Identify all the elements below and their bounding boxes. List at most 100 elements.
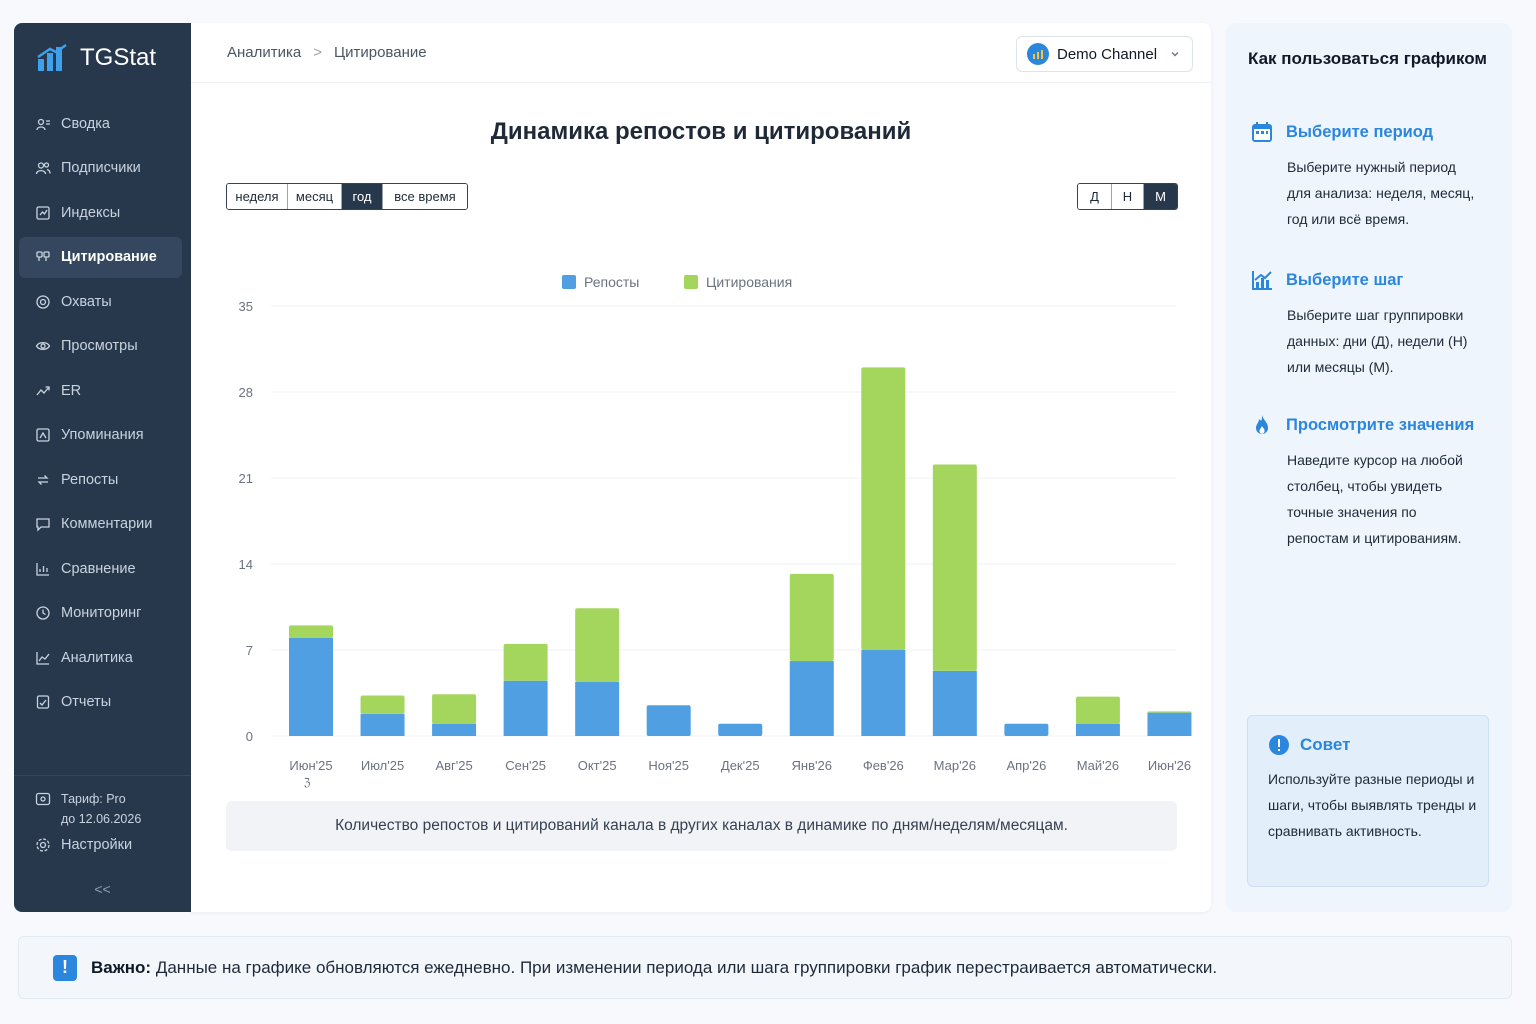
help-step-text: Выберите нужный период для анализа: неде…	[1287, 159, 1475, 227]
analytics-icon	[36, 651, 50, 665]
sidebar-item-label: Мониторинг	[61, 605, 142, 621]
x-tick-extra-mark: ℨ	[303, 776, 311, 788]
channel-avatar	[1027, 43, 1049, 65]
bar-reposts[interactable]	[718, 723, 763, 736]
breadcrumb-citation: Цитирование	[334, 44, 427, 61]
x-tick-label: Окт'25	[578, 758, 617, 773]
sidebar-item-label: Сводка	[61, 115, 110, 132]
sidebar-item-reach[interactable]: Охваты	[19, 281, 182, 322]
y-tick-label: 21	[239, 471, 253, 486]
x-tick-label: Мар'26	[934, 758, 976, 773]
help-step-values: Просмотрите значения Наведите курсор на …	[1250, 413, 1500, 551]
citation-icon	[36, 251, 50, 261]
bar-reposts[interactable]	[1004, 723, 1049, 736]
tip-text: Используйте разные периоды и шаги, чтобы…	[1268, 771, 1477, 839]
breadcrumb-separator: >	[313, 44, 323, 61]
sidebar-item-mentions[interactable]: Упоминания	[19, 415, 182, 456]
sidebar-item-subscribers[interactable]: Подписчики	[19, 148, 182, 189]
sidebar-item-label: Охваты	[61, 293, 112, 310]
tip-box: Совет Используйте разные периоды и шаги,…	[1247, 715, 1489, 887]
settings-label: Настройки	[61, 837, 133, 853]
period-selector: неделя месяц год все время	[226, 183, 468, 210]
bar-citations[interactable]	[432, 694, 477, 724]
calendar-icon	[1252, 122, 1272, 142]
step-option[interactable]: Д	[1078, 184, 1112, 209]
bar-reposts[interactable]	[432, 723, 477, 736]
sidebar-item-label: Цитирование	[61, 249, 157, 265]
sidebar-item-analytics[interactable]: Аналитика	[19, 637, 182, 678]
sidebar-item-comparison[interactable]: Сравнение	[19, 548, 182, 589]
sidebar-item-label: Комментарии	[61, 516, 153, 532]
sidebar-item-comments[interactable]: Комментарии	[19, 504, 182, 545]
sidebar-item-views[interactable]: Просмотры	[19, 326, 182, 367]
period-option[interactable]: месяц	[288, 184, 342, 209]
bar-reposts[interactable]	[1075, 723, 1120, 736]
x-tick-label: Июн'26	[1148, 758, 1191, 773]
bar-reposts[interactable]	[1147, 712, 1192, 736]
bar-reposts[interactable]	[861, 650, 906, 736]
bar-reposts[interactable]	[646, 705, 691, 736]
help-step-text: Выберите шаг группировки данных: дни (Д)…	[1287, 307, 1468, 375]
sidebar-item-citation[interactable]: Цитирование	[19, 236, 182, 278]
bar-reposts[interactable]	[289, 637, 333, 736]
channel-selector[interactable]: Demo Channel	[1016, 36, 1193, 72]
bar-citations[interactable]	[575, 608, 620, 682]
x-tick-label: Ноя'25	[648, 758, 689, 773]
views-icon	[35, 341, 51, 351]
step-option[interactable]: Н	[1112, 184, 1144, 209]
sidebar-divider	[14, 775, 191, 776]
logo[interactable]: TGStat	[36, 43, 156, 73]
bar-citations[interactable]	[503, 643, 548, 681]
collapse-sidebar-button[interactable]: <<	[94, 881, 111, 897]
y-tick-label: 14	[239, 557, 253, 572]
summary-icon	[36, 118, 50, 130]
reposts-icon	[37, 474, 49, 485]
bar-reposts[interactable]	[503, 680, 548, 736]
bar-citations[interactable]	[932, 464, 977, 671]
x-tick-label: Янв'26	[792, 758, 832, 773]
comparison-icon	[36, 562, 49, 576]
period-option[interactable]: год	[342, 184, 383, 209]
bar-citations[interactable]	[861, 367, 906, 650]
bar-reposts[interactable]	[932, 670, 977, 736]
comments-icon	[36, 518, 50, 532]
sidebar-item-summary[interactable]: Сводка	[19, 103, 182, 144]
tariff-expiry: до 12.06.2026	[61, 812, 142, 826]
bar-citations[interactable]	[360, 695, 405, 714]
sidebar-item-indexes[interactable]: Индексы	[19, 192, 182, 233]
bar-reposts[interactable]	[789, 661, 834, 736]
notice-text: Данные на графике обновляются ежедневно.…	[155, 957, 1218, 977]
bar-reposts[interactable]	[575, 681, 620, 736]
bar-reposts[interactable]	[360, 713, 405, 736]
sidebar-item-er[interactable]: ER	[19, 370, 182, 411]
legend-label: Цитирования	[706, 274, 792, 290]
bar-citations[interactable]	[789, 573, 834, 662]
period-option[interactable]: неделя	[227, 184, 288, 209]
logo-icon	[37, 43, 67, 71]
sidebar-item-label: Отчеты	[61, 694, 112, 710]
settings-link[interactable]: Настройки	[35, 837, 132, 853]
main-panel: Аналитика > Цитирование Demo Channel Дин…	[191, 23, 1211, 912]
legend-swatch	[684, 275, 698, 289]
sidebar-item-reports[interactable]: Отчеты	[19, 682, 182, 723]
channel-logo-icon	[1033, 50, 1043, 59]
reports-icon	[36, 695, 50, 709]
y-tick-label: 35	[239, 299, 253, 314]
gear-icon	[36, 838, 50, 852]
sidebar-item-reposts[interactable]: Репосты	[19, 459, 182, 500]
bar-citations[interactable]	[1147, 711, 1192, 713]
help-panel: Как пользоваться графиком Выберите перио…	[1226, 23, 1512, 912]
step-option[interactable]: М	[1144, 184, 1177, 209]
chart-caption: Количество репостов и цитирований канала…	[226, 801, 1177, 851]
bar-citations[interactable]	[289, 625, 333, 638]
period-option[interactable]: все время	[383, 184, 467, 209]
legend-swatch	[562, 275, 576, 289]
bar-citations[interactable]	[1075, 696, 1120, 724]
sidebar-item-monitoring[interactable]: Мониторинг	[19, 593, 182, 634]
help-step-title: Выберите шаг	[1286, 270, 1404, 289]
help-step-text: Наведите курсор на любой столбец, чтобы …	[1287, 452, 1463, 546]
breadcrumb-analytics[interactable]: Аналитика	[227, 44, 302, 61]
chevron-down-icon	[1171, 52, 1179, 57]
mentions-icon	[36, 428, 50, 442]
